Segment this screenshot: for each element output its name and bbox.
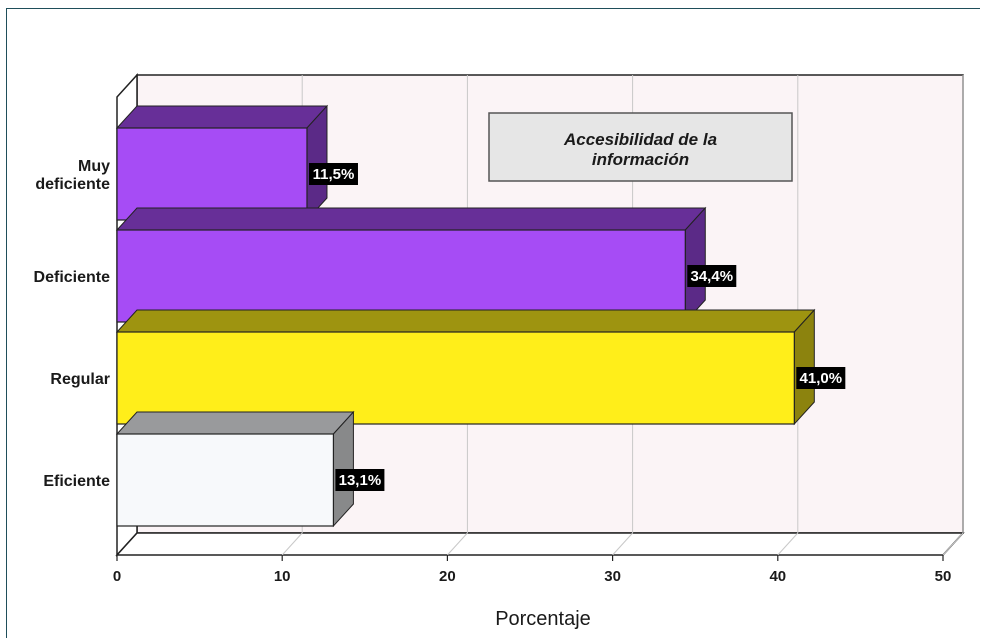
data-label-text: 34,4% [691, 268, 734, 285]
data-label-box [308, 163, 358, 185]
x-tick-label: 40 [769, 568, 786, 585]
legend-label: Accesibilidad de la información [563, 130, 717, 169]
bar-front-face [116, 433, 335, 527]
gridline-floor [612, 532, 633, 556]
bar-top-face [115, 411, 355, 435]
data-label-box [335, 469, 385, 491]
y-category-label: Eficiente [43, 473, 110, 490]
y-category-label: Regular [50, 371, 110, 388]
data-label-box [796, 367, 846, 389]
plot-floor [115, 532, 965, 556]
data-label-text: 13,1% [339, 472, 382, 489]
y-category-label: Muy deficiente [35, 158, 110, 193]
bar-top-face [115, 207, 707, 231]
data-label: 41,0% [796, 367, 846, 389]
bar-front-face [116, 331, 795, 425]
bar-top-face [115, 309, 816, 333]
bar-front-face [116, 127, 308, 221]
data-label: 11,5% [308, 163, 358, 185]
chart-frame [6, 8, 980, 638]
data-label-box [687, 265, 737, 287]
data-label: 13,1% [335, 469, 385, 491]
gridline-floor [447, 532, 468, 556]
x-tick-label: 0 [113, 568, 121, 585]
gridline-floor [777, 532, 799, 556]
x-tick-label: 50 [935, 568, 952, 585]
x-tick-label: 10 [274, 568, 291, 585]
data-label: 34,4% [687, 265, 737, 287]
y-category-label: Deficiente [34, 269, 111, 286]
gridline-floor [281, 532, 303, 556]
bar [115, 206, 707, 324]
data-label-text: 41,0% [800, 370, 843, 387]
bar [115, 104, 329, 222]
bar [115, 410, 355, 528]
data-label-text: 11,5% [313, 166, 355, 183]
x-tick-label: 30 [604, 568, 621, 585]
gridline-floor [942, 532, 964, 556]
bar-front-face [116, 229, 686, 323]
legend-box [488, 112, 793, 182]
x-tick-label: 20 [439, 568, 456, 585]
x-axis-label: Porcentaje [495, 608, 591, 630]
bar-top-face [115, 105, 329, 129]
bar [115, 308, 816, 426]
